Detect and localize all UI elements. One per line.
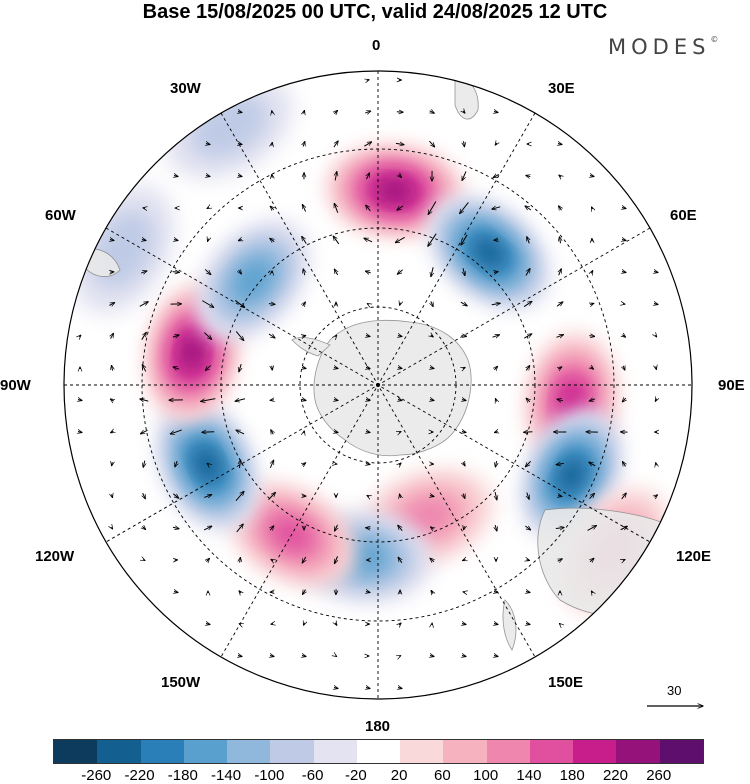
lon-label-60w: 60W: [45, 207, 76, 224]
colorbar-segment: [573, 740, 616, 763]
colorbar-segment: [400, 740, 443, 763]
wind-vector: [202, 432, 214, 433]
wind-vector: [494, 240, 498, 241]
colorbar-tick-label: 140: [516, 767, 541, 784]
colorbar-tick-label: 20: [391, 767, 408, 784]
colorbar-tick-label: -260: [81, 767, 111, 784]
colorbar-tick-label: 260: [646, 767, 671, 784]
colorbar-tick-label: -60: [302, 767, 324, 784]
colorbar-tick-label: 100: [473, 767, 498, 784]
south-pole: [376, 383, 380, 387]
colorbar: [53, 739, 704, 764]
wind-vector: [271, 624, 273, 625]
wind-vector: [656, 367, 657, 370]
colorbar-segment: [97, 740, 140, 763]
colorbar-segment: [487, 740, 530, 763]
colorbar-tick-label: 60: [434, 767, 451, 784]
colorbar-segment: [141, 740, 184, 763]
lon-label-60e: 60E: [670, 207, 697, 224]
lon-label-120e: 120E: [676, 548, 711, 565]
colorbar-tick-label: -140: [211, 767, 241, 784]
colorbar-segment: [270, 740, 313, 763]
colorbar-segment: [184, 740, 227, 763]
colorbar-tick-label: -20: [345, 767, 367, 784]
lon-label-180: 180: [365, 718, 390, 735]
wind-vector: [524, 432, 533, 433]
lon-label-0: 0: [372, 37, 380, 54]
colorbar-tick-label: -100: [254, 767, 284, 784]
africa-tip: [455, 72, 478, 119]
colorbar-segment: [616, 740, 659, 763]
wind-vector: [304, 431, 305, 433]
colorbar-segment: [357, 740, 400, 763]
lon-label-150w: 150W: [161, 674, 200, 691]
colorbar-tick-label: -220: [125, 767, 155, 784]
colorbar-segment: [54, 740, 97, 763]
wind-vector: [367, 80, 369, 81]
colorbar-segment: [443, 740, 486, 763]
wind-vector: [399, 656, 400, 657]
lon-label-30e: 30E: [548, 80, 575, 97]
colorbar-segment: [660, 740, 703, 763]
wind-vector: [270, 400, 274, 401]
reference-vector-label: 30: [667, 683, 681, 698]
lon-label-120w: 120W: [35, 548, 74, 565]
lon-label-90e: 90E: [718, 377, 745, 394]
wind-vector: [173, 272, 180, 273]
wind-vector: [272, 366, 273, 370]
colorbar-tick-label: 220: [603, 767, 628, 784]
wind-vector: [272, 142, 273, 145]
wind-vector: [366, 528, 371, 529]
lon-label-90w: 90W: [0, 377, 31, 394]
wind-vector: [399, 432, 401, 433]
colorbar-tick-label: 180: [560, 767, 585, 784]
colorbar-segment: [530, 740, 573, 763]
wind-vector: [656, 463, 657, 466]
wind-vector: [335, 656, 336, 657]
lon-label-150e: 150E: [548, 674, 583, 691]
lon-label-30w: 30W: [170, 80, 201, 97]
colorbar-segment: [227, 740, 270, 763]
colorbar-segment: [314, 740, 357, 763]
colorbar-tick-label: -180: [168, 767, 198, 784]
